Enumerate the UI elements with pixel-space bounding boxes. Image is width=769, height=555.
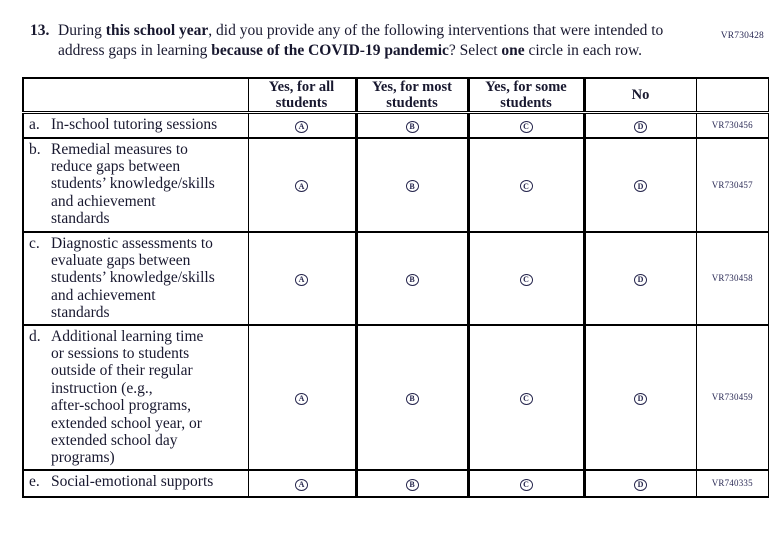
- row-letter: d.: [29, 327, 41, 345]
- question-text-segment: circle in each row.: [524, 41, 643, 59]
- column-header-yes-most: Yes, for most students: [354, 78, 468, 114]
- column-header-blank: [23, 78, 248, 114]
- answer-cell-yes-some: C: [466, 112, 584, 138]
- row-letter: a.: [29, 116, 40, 133]
- row-label: e. Social-emotional supports: [23, 470, 248, 497]
- question-text-segment-bold: because of the COVID-19 pandemic: [211, 41, 449, 59]
- row-label-text: Diagnostic assessments to evaluate gaps …: [51, 234, 215, 322]
- column-header-yes-all: Yes, for all students: [247, 78, 356, 114]
- question-text-segment: During: [58, 22, 106, 39]
- answer-cell-yes-some: C: [466, 324, 584, 470]
- option-circle-d[interactable]: D: [634, 120, 647, 133]
- answer-cell-yes-all: A: [247, 137, 356, 232]
- question-text-segment-bold: one: [501, 41, 525, 59]
- answer-cell-no: D: [582, 137, 696, 232]
- header-row: Yes, for all students Yes, for most stud…: [23, 78, 769, 114]
- row-label-text: In-school tutoring sessions: [51, 116, 218, 133]
- question-number: 13.: [30, 22, 50, 39]
- answer-cell-no: D: [582, 469, 696, 497]
- row-code-cell: VR730458: [695, 231, 769, 325]
- option-circle-d[interactable]: D: [634, 273, 647, 286]
- option-circle-b[interactable]: B: [405, 273, 419, 286]
- answer-cell-yes-most: B: [354, 324, 468, 470]
- answer-cell-no: D: [582, 231, 696, 325]
- column-header-code: [695, 78, 769, 114]
- row-code: VR730457: [711, 179, 753, 190]
- question-text-segment: ? Select: [448, 41, 502, 59]
- option-circle-a[interactable]: A: [295, 478, 308, 491]
- option-circle-b[interactable]: B: [405, 180, 419, 192]
- answer-cell-yes-most: B: [354, 469, 468, 497]
- option-circle-a[interactable]: A: [295, 120, 308, 133]
- row-letter: e.: [29, 472, 40, 490]
- option-circle-c[interactable]: C: [519, 120, 533, 133]
- row-code: VR730456: [711, 120, 753, 131]
- row-code: VR740335: [711, 478, 753, 489]
- row-label-text: Remedial measures to reduce gaps between…: [51, 140, 215, 228]
- option-circle-d[interactable]: D: [634, 478, 647, 491]
- row-letter: b.: [29, 140, 41, 158]
- response-grid: Yes, for all students Yes, for most stud…: [22, 77, 769, 498]
- answer-cell-yes-some: C: [466, 469, 584, 497]
- row-label: c. Diagnostic assessments to evaluate ga…: [23, 232, 248, 325]
- option-circle-b[interactable]: B: [405, 120, 419, 133]
- option-circle-d[interactable]: D: [634, 392, 647, 405]
- answer-cell-yes-most: B: [354, 137, 468, 232]
- row-code: VR730458: [711, 273, 753, 284]
- answer-cell-yes-all: A: [247, 112, 356, 138]
- table-row-e: e. Social-emotional supports A B C D VR7…: [23, 469, 769, 497]
- question-text-segment: , did you provide any of the following i…: [58, 22, 664, 59]
- row-label: a. In-school tutoring sessions: [23, 113, 248, 138]
- answer-cell-yes-all: A: [247, 324, 356, 470]
- answer-cell-yes-some: C: [466, 231, 584, 325]
- answer-cell-yes-some: C: [466, 137, 584, 232]
- answer-cell-no: D: [582, 324, 696, 470]
- option-circle-d[interactable]: D: [634, 180, 647, 192]
- questionnaire-page: { "page": { "top_right_code": "VR730428"…: [0, 21, 769, 555]
- option-circle-c[interactable]: C: [519, 273, 533, 286]
- row-label-text: Social-emotional supports: [51, 472, 214, 490]
- option-circle-c[interactable]: C: [519, 180, 533, 192]
- option-circle-c[interactable]: C: [519, 478, 533, 491]
- row-code-cell: VR730459: [695, 324, 769, 470]
- answer-cell-yes-all: A: [247, 231, 356, 325]
- question-block: 13. During this school year, did you pro…: [30, 21, 665, 60]
- row-label: d. Additional learning time or sessions …: [23, 325, 248, 470]
- answer-cell-yes-most: B: [354, 231, 468, 325]
- row-code-cell: VR730457: [695, 137, 769, 232]
- option-circle-c[interactable]: C: [519, 392, 533, 405]
- column-header-no: No: [582, 78, 696, 114]
- answer-cell-no: D: [582, 112, 696, 138]
- option-circle-a[interactable]: A: [295, 273, 308, 286]
- row-label-text: Additional learning time or sessions to …: [51, 327, 204, 467]
- row-code-cell: VR730456: [695, 112, 769, 138]
- option-circle-b[interactable]: B: [405, 478, 419, 491]
- table-row-b: b. Remedial measures to reduce gaps betw…: [23, 137, 769, 232]
- table-row-c: c. Diagnostic assessments to evaluate ga…: [23, 231, 769, 325]
- row-letter: c.: [29, 234, 40, 252]
- table-row-a: a. In-school tutoring sessions A B C D V…: [23, 112, 769, 138]
- question-text-segment-bold: this school year: [105, 22, 209, 39]
- column-header-yes-some: Yes, for some students: [466, 78, 584, 114]
- row-code-cell: VR740335: [695, 469, 769, 497]
- answer-cell-yes-most: B: [354, 112, 468, 138]
- option-circle-a[interactable]: A: [295, 180, 308, 192]
- option-circle-b[interactable]: B: [405, 392, 419, 405]
- option-circle-a[interactable]: A: [295, 392, 308, 405]
- row-code: VR730459: [711, 392, 753, 403]
- answer-cell-yes-all: A: [247, 469, 356, 497]
- table-row-d: d. Additional learning time or sessions …: [23, 324, 769, 470]
- row-label: b. Remedial measures to reduce gaps betw…: [23, 138, 248, 232]
- question-text: During this school year, did you provide…: [58, 21, 665, 60]
- form-code-top-right: VR730428: [720, 31, 764, 41]
